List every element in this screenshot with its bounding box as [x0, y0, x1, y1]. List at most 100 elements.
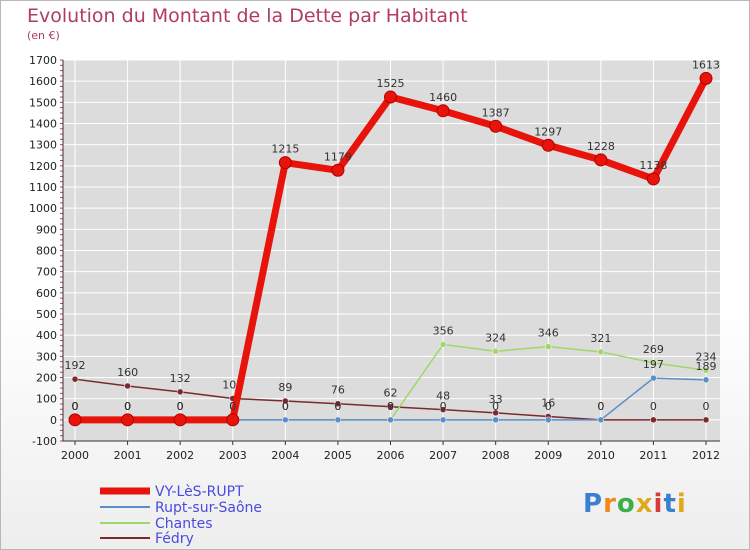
logo-letter: x [635, 489, 654, 519]
logo-letter: P [583, 489, 604, 519]
y-tick-label: 300 [36, 350, 57, 363]
data-label: 0 [703, 400, 710, 413]
data-label: 0 [72, 400, 79, 413]
data-point [226, 413, 240, 427]
data-label: 0 [440, 400, 447, 413]
x-tick-label: 2003 [219, 449, 247, 462]
data-label: 0 [124, 400, 131, 413]
data-label: 0 [597, 400, 604, 413]
y-tick-label: 500 [36, 308, 57, 321]
x-tick-label: 2001 [114, 449, 142, 462]
data-point [176, 388, 184, 396]
data-label: 0 [72, 400, 79, 413]
y-tick-label: 1500 [29, 96, 57, 109]
data-point [121, 413, 135, 427]
data-label: 324 [485, 331, 506, 344]
data-label: 0 [229, 400, 236, 413]
data-label: 89 [278, 381, 292, 394]
x-tick-label: 2004 [271, 449, 299, 462]
legend-label: Fédry [155, 531, 194, 547]
data-label: 0 [492, 400, 499, 413]
y-tick-label: 1700 [29, 54, 57, 67]
data-label: 76 [331, 384, 345, 397]
data-point [594, 153, 608, 167]
data-point [702, 367, 710, 374]
data-point [545, 416, 552, 424]
data-label: 1460 [429, 91, 457, 104]
y-tick-label: 1000 [29, 202, 57, 215]
data-label: 1215 [271, 143, 299, 156]
data-label: 0 [177, 400, 184, 413]
data-label: 0 [282, 400, 289, 413]
data-point [278, 156, 292, 170]
data-label: 0 [282, 400, 289, 413]
y-tick-label: 1600 [29, 75, 57, 88]
data-label: 62 [384, 387, 398, 400]
data-label: 1138 [639, 159, 667, 172]
y-tick-label: 1400 [29, 118, 57, 131]
x-tick-label: 2010 [587, 449, 615, 462]
data-point [489, 119, 503, 133]
legend-label: VY-LèS-RUPT [155, 484, 244, 500]
y-tick-label: 700 [36, 266, 57, 279]
data-label: 234 [696, 350, 717, 363]
y-tick-label: 1300 [29, 139, 57, 152]
data-point [439, 341, 447, 348]
y-tick-label: 600 [36, 287, 57, 300]
x-tick-label: 2000 [61, 449, 89, 462]
y-tick-label: 0 [50, 414, 57, 427]
data-label: 189 [696, 360, 717, 373]
data-label: 356 [433, 324, 454, 337]
logo-letter: i [653, 489, 664, 519]
legend-label: Chantes [155, 516, 213, 532]
data-label: 0 [124, 400, 131, 413]
chart-unit: (en €) [27, 29, 60, 42]
data-point [439, 416, 447, 424]
data-label: 1525 [377, 77, 405, 90]
data-point [646, 172, 660, 186]
data-point [334, 416, 342, 424]
data-point [384, 90, 397, 104]
logo-letter: i [676, 489, 687, 519]
data-point [387, 403, 394, 410]
data-point [282, 397, 289, 405]
data-label: 1179 [324, 150, 352, 163]
data-label: 0 [124, 400, 131, 413]
data-point [699, 71, 713, 85]
data-label: 0 [545, 400, 552, 413]
data-point [545, 343, 552, 350]
y-tick-label: 900 [36, 223, 57, 236]
data-label: 0 [177, 400, 184, 413]
data-label: 1387 [482, 106, 510, 119]
x-tick-label: 2012 [692, 449, 720, 462]
data-label: 0 [72, 400, 79, 413]
data-point [702, 416, 710, 424]
x-tick-label: 2009 [534, 449, 562, 462]
data-point [492, 409, 499, 417]
data-label: 0 [650, 400, 657, 413]
data-point [597, 416, 605, 424]
x-tick-label: 2007 [429, 449, 457, 462]
data-point [68, 413, 82, 427]
y-tick-label: -100 [32, 435, 57, 448]
data-label: 197 [643, 358, 664, 371]
data-point [541, 138, 555, 152]
data-label: 321 [590, 332, 611, 345]
data-label: 192 [65, 359, 86, 372]
y-tick-label: 1100 [29, 181, 57, 194]
data-label: 33 [489, 393, 503, 406]
data-label: 0 [387, 400, 394, 413]
data-point [439, 406, 447, 413]
data-label: 0 [597, 400, 604, 413]
data-label: 160 [117, 366, 138, 379]
data-label: 0 [387, 400, 394, 413]
proxiti-logo: Proxiti [583, 489, 687, 519]
y-tick-label: 800 [36, 245, 57, 258]
data-point [436, 104, 450, 118]
x-tick-label: 2011 [639, 449, 667, 462]
x-tick-label: 2008 [482, 449, 510, 462]
data-point [387, 416, 394, 424]
logo-letter: o [616, 489, 636, 519]
data-point [331, 163, 345, 177]
